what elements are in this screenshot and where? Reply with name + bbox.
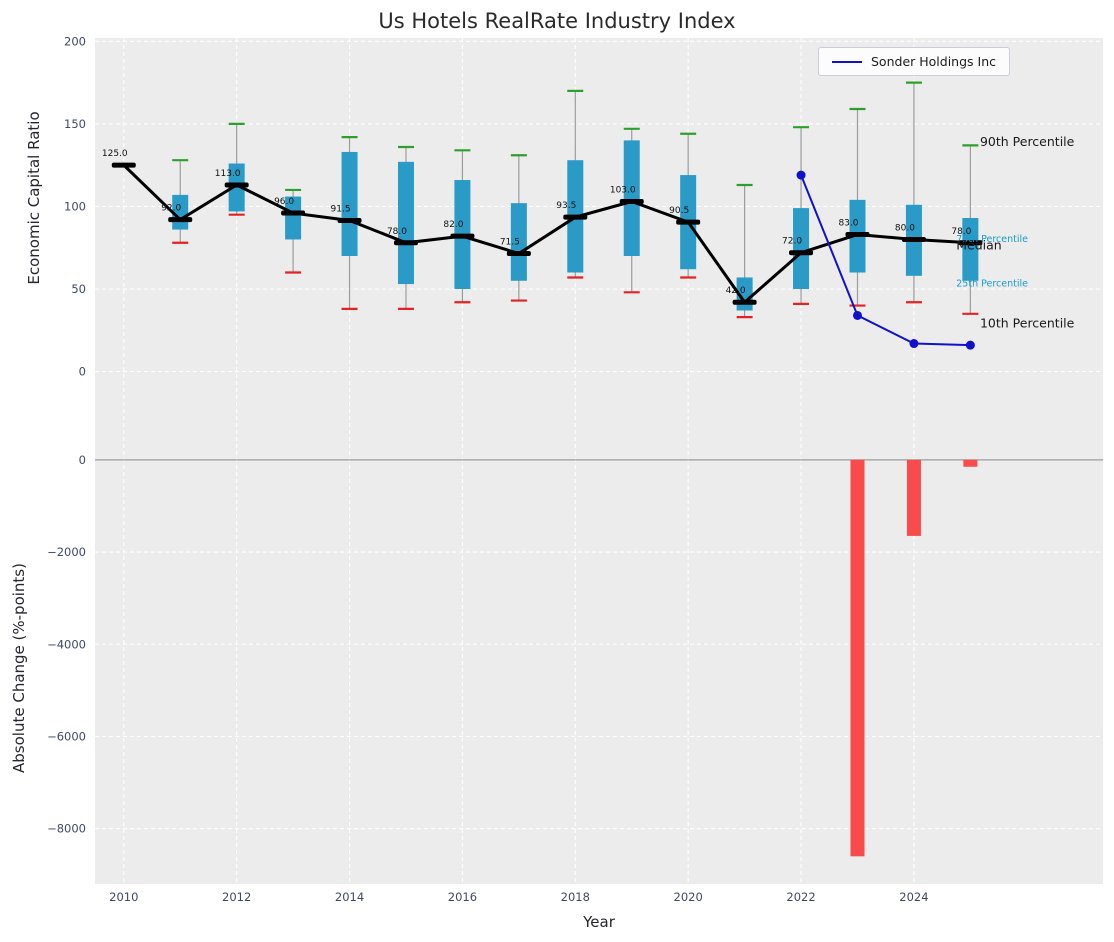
change-bar [906,459,921,536]
median-marker [676,219,701,225]
x-tick-label: 2012 [222,890,251,904]
percentile-annotation: 25th Percentile [956,278,1028,289]
y-tick-label: 0 [79,453,86,467]
median-value-label: 78.0 [387,227,407,237]
legend: Sonder Holdings Inc [818,47,1010,76]
percentile-annotation: 10th Percentile [980,316,1075,331]
legend-label: Sonder Holdings Inc [871,54,996,69]
y-tick-label: 50 [71,282,86,296]
median-marker [168,217,193,223]
median-value-label: 42.0 [726,286,746,296]
median-value-label: 93.5 [556,201,576,211]
median-value-label: 82.0 [443,220,463,230]
iqr-box [285,196,302,240]
legend-line-sample [832,60,862,63]
median-value-label: 90.5 [669,206,689,216]
plot-background [95,38,1103,884]
change-bar [963,459,978,467]
median-marker [393,240,418,246]
x-tick-label: 2018 [561,890,590,904]
top-y-axis-label: Economic Capital Ratio [25,111,43,285]
percentile-annotation: 90th Percentile [980,134,1075,149]
median-value-label: 91.5 [331,204,351,214]
chart-title: Us Hotels RealRate Industry Index [378,9,736,33]
bottom-y-axis-label: Absolute Change (%-points) [10,563,28,773]
iqr-box [962,218,979,281]
y-tick-label: 150 [64,117,86,131]
percentile-annotation: 75th Percentile [956,234,1028,245]
y-tick-label: 0 [79,365,86,379]
median-marker [958,240,983,246]
median-value-label: 78.0 [951,227,971,237]
median-value-label: 80.0 [895,223,915,233]
median-marker [563,214,588,220]
iqr-box [341,151,358,256]
x-tick-label: 2010 [109,890,138,904]
median-value-label: 92.0 [161,204,181,214]
median-marker [281,210,306,216]
x-tick-label: 2016 [448,890,477,904]
y-tick-label: −2000 [47,545,86,559]
y-tick-label: −4000 [47,637,86,651]
median-value-label: 103.0 [610,185,636,195]
median-value-label: 83.0 [838,219,858,229]
sonder-point [796,170,806,180]
x-tick-label: 2020 [674,890,703,904]
median-marker [337,217,362,223]
iqr-box [623,140,640,256]
median-marker [901,236,926,242]
iqr-box [793,208,810,290]
median-value-label: 71.5 [500,238,520,248]
sonder-point [852,310,862,320]
median-value-label: 113.0 [215,169,241,179]
y-tick-label: −8000 [47,822,86,836]
x-axis-label: Year [583,913,615,931]
y-tick-label: −6000 [47,729,86,743]
y-tick-label: 100 [64,199,86,213]
median-marker [789,250,814,256]
median-marker [111,162,136,168]
x-tick-label: 2014 [335,890,364,904]
median-marker [506,251,531,257]
sonder-point [909,339,919,349]
change-bar [850,459,865,857]
x-tick-label: 2022 [786,890,815,904]
x-tick-label: 2024 [899,890,928,904]
median-marker [619,198,644,204]
iqr-box [397,161,414,285]
median-marker [224,182,249,188]
median-value-label: 96.0 [274,197,294,207]
y-tick-label: 200 [64,34,86,48]
median-value-label: 125.0 [102,149,128,159]
median-marker [845,232,870,238]
sonder-point [965,340,975,350]
median-marker [732,299,757,305]
percentile-annotation: Median [956,237,1001,252]
sonder-line [800,174,971,347]
iqr-box [510,203,527,281]
median-value-label: 72.0 [782,237,802,247]
median-marker [450,233,475,239]
